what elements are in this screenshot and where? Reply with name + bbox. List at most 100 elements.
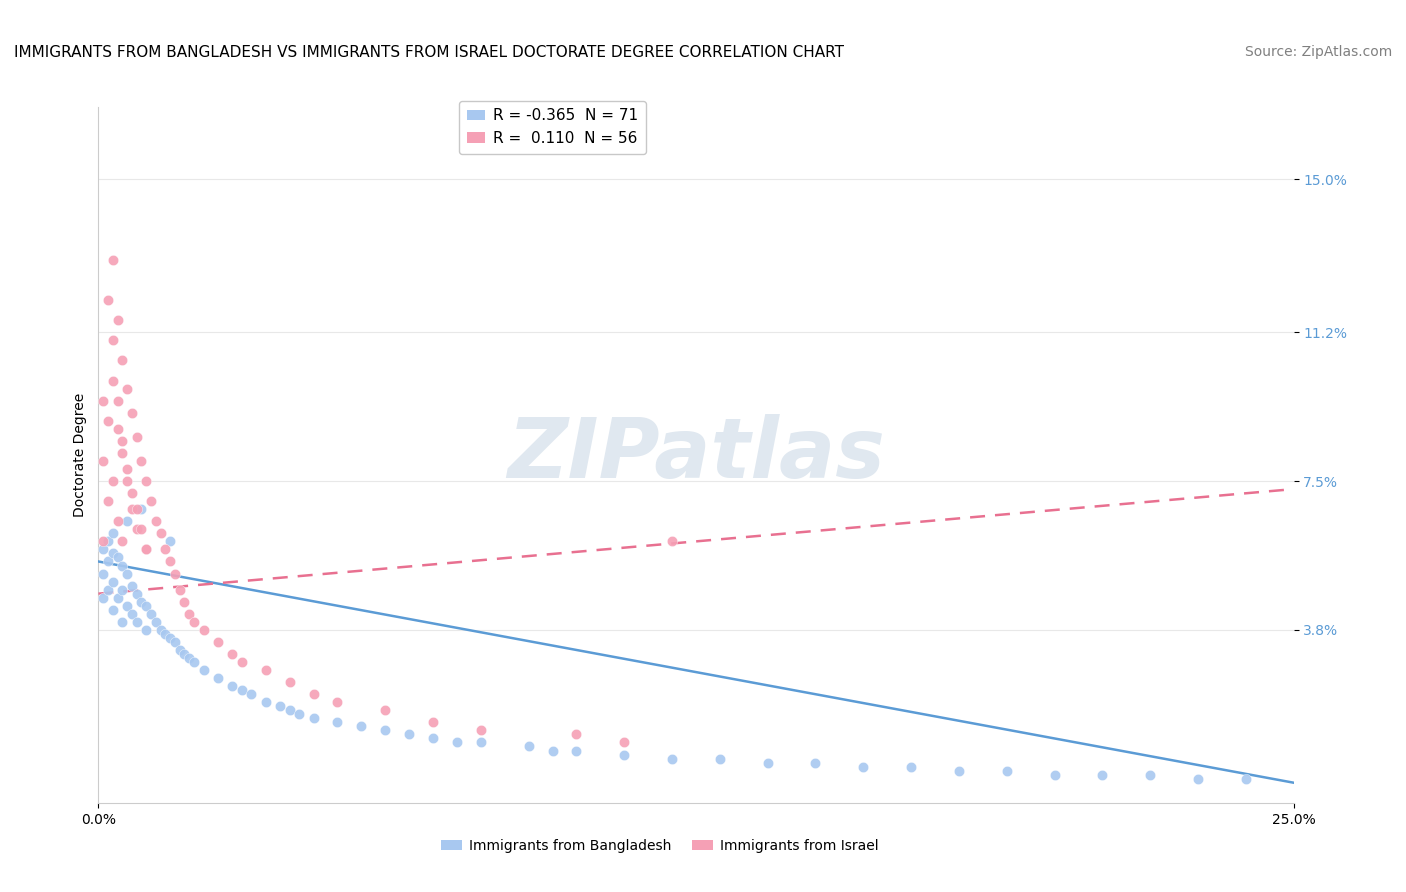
Point [111, 446, 134, 460]
Point [278, 703, 301, 717]
Point [173, 595, 195, 609]
Point [302, 687, 325, 701]
Point [91, 566, 114, 581]
Point [169, 643, 191, 657]
Point [97, 293, 120, 307]
Point [101, 603, 124, 617]
Point [111, 582, 134, 597]
Point [139, 607, 162, 621]
Point [111, 615, 134, 629]
Point [193, 623, 215, 637]
Point [470, 735, 492, 749]
Point [1091, 767, 1114, 781]
Point [948, 764, 970, 778]
Point [101, 474, 124, 488]
Point [97, 534, 120, 549]
Point [135, 599, 157, 613]
Legend: Immigrants from Bangladesh, Immigrants from Israel: Immigrants from Bangladesh, Immigrants f… [436, 833, 884, 858]
Point [169, 582, 191, 597]
Point [1139, 767, 1161, 781]
Point [97, 554, 120, 568]
Point [804, 756, 827, 770]
Point [326, 695, 349, 709]
Point [326, 715, 349, 730]
Point [125, 615, 148, 629]
Text: ZIPatlas: ZIPatlas [508, 415, 884, 495]
Point [231, 655, 253, 669]
Point [91, 534, 114, 549]
Point [145, 514, 167, 528]
Point [565, 743, 588, 757]
Point [163, 635, 186, 649]
Point [111, 434, 134, 448]
Point [350, 719, 373, 733]
Point [115, 514, 138, 528]
Point [111, 353, 134, 368]
Point [159, 534, 181, 549]
Point [374, 703, 396, 717]
Point [149, 526, 172, 541]
Point [470, 723, 492, 738]
Point [155, 627, 177, 641]
Point [125, 502, 148, 516]
Point [995, 764, 1018, 778]
Point [97, 582, 120, 597]
Point [149, 623, 172, 637]
Point [422, 731, 444, 746]
Point [107, 393, 129, 408]
Point [101, 334, 124, 348]
Point [115, 462, 138, 476]
Point [107, 550, 129, 565]
Point [101, 374, 124, 388]
Point [135, 542, 157, 557]
Point [101, 574, 124, 589]
Point [121, 406, 143, 420]
Point [131, 595, 153, 609]
Point [135, 623, 157, 637]
Point [159, 554, 181, 568]
Point [121, 486, 143, 500]
Point [101, 546, 124, 560]
Point [107, 591, 129, 605]
Point [107, 514, 129, 528]
Point [97, 494, 120, 508]
Point [135, 474, 157, 488]
Point [155, 542, 177, 557]
Text: IMMIGRANTS FROM BANGLADESH VS IMMIGRANTS FROM ISRAEL DOCTORATE DEGREE CORRELATIO: IMMIGRANTS FROM BANGLADESH VS IMMIGRANTS… [14, 45, 844, 60]
Point [517, 739, 540, 754]
Point [101, 526, 124, 541]
Point [661, 534, 683, 549]
Point [131, 502, 153, 516]
Point [125, 587, 148, 601]
Point [565, 727, 588, 741]
Point [115, 599, 138, 613]
Point [221, 647, 243, 661]
Point [131, 454, 153, 468]
Point [107, 422, 129, 436]
Point [374, 723, 396, 738]
Point [115, 474, 138, 488]
Point [288, 707, 311, 722]
Point [115, 382, 138, 396]
Point [709, 751, 731, 765]
Point [900, 759, 922, 773]
Point [131, 522, 153, 536]
Point [139, 494, 162, 508]
Point [91, 454, 114, 468]
Point [231, 683, 253, 698]
Point [207, 671, 229, 685]
Point [302, 711, 325, 725]
Point [1234, 772, 1257, 786]
Point [254, 663, 277, 677]
Point [107, 313, 129, 327]
Point [221, 679, 243, 693]
Point [269, 699, 291, 714]
Point [121, 607, 143, 621]
Point [240, 687, 263, 701]
Point [613, 735, 636, 749]
Point [541, 743, 564, 757]
Point [121, 579, 143, 593]
Point [91, 393, 114, 408]
Point [193, 663, 215, 677]
Point [97, 414, 120, 428]
